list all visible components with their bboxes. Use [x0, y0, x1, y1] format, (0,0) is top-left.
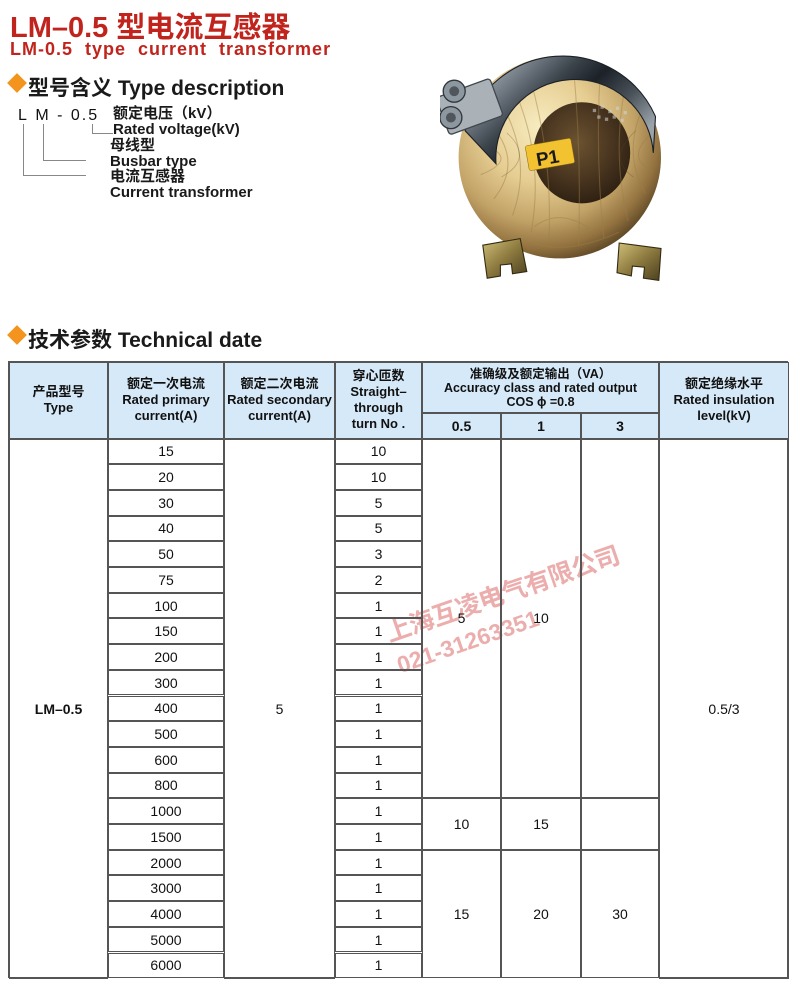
- svg-text:P1: P1: [535, 145, 561, 170]
